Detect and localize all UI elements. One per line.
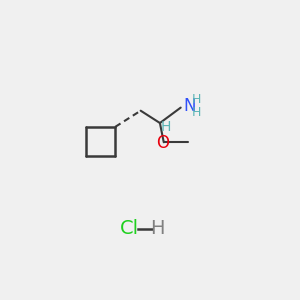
Text: H: H <box>161 120 171 134</box>
Text: H: H <box>150 219 165 238</box>
Text: N: N <box>184 97 196 115</box>
Text: Cl: Cl <box>119 219 139 238</box>
Text: O: O <box>157 134 169 152</box>
Text: H: H <box>191 106 201 119</box>
Text: H: H <box>191 93 201 106</box>
